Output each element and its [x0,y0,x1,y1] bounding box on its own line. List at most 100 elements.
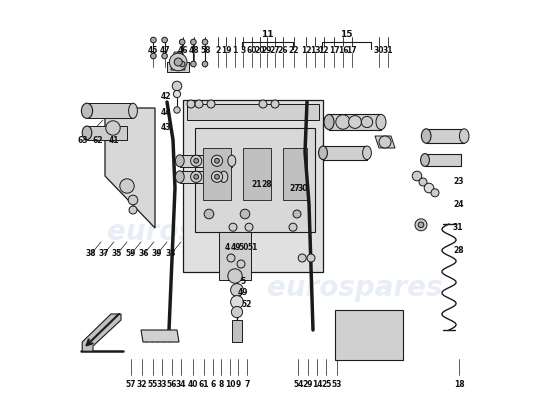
Text: eurospares: eurospares [107,218,283,246]
Text: 43: 43 [161,124,172,132]
Ellipse shape [421,154,430,166]
Circle shape [307,254,315,262]
Text: 27: 27 [270,46,280,55]
Circle shape [424,183,434,193]
Text: 1: 1 [232,46,238,55]
Circle shape [194,174,199,179]
Text: 13: 13 [310,46,320,55]
Circle shape [207,100,215,108]
Text: 56: 56 [167,380,177,389]
Ellipse shape [175,171,184,183]
Bar [87,126,127,140]
Text: 8: 8 [218,380,224,389]
Circle shape [232,306,243,318]
Circle shape [120,179,134,193]
Bar [232,320,242,342]
Text: 19: 19 [221,46,232,55]
Text: 31: 31 [383,46,393,55]
Bar [187,104,319,120]
Text: 34: 34 [176,380,186,389]
Bar [219,232,251,280]
Bar [425,154,461,166]
Circle shape [211,155,223,166]
Circle shape [237,260,245,268]
Ellipse shape [324,114,334,130]
Text: 54: 54 [293,380,304,389]
Text: 27: 27 [289,184,300,193]
Bar [203,148,231,200]
Circle shape [289,223,297,231]
Circle shape [106,121,120,135]
Text: 30: 30 [374,46,384,55]
Circle shape [336,115,350,129]
Text: 62: 62 [92,136,103,145]
Text: 53: 53 [332,380,342,389]
Text: eurospares: eurospares [267,274,443,302]
Bar [87,103,133,118]
Circle shape [191,171,202,182]
Text: 23: 23 [453,178,464,186]
Text: 39: 39 [152,250,162,258]
Circle shape [229,223,237,231]
Ellipse shape [81,103,92,118]
Polygon shape [375,136,395,148]
Bar [180,155,232,167]
Bar [180,171,224,183]
Circle shape [230,284,244,296]
Circle shape [128,195,138,205]
Text: 49: 49 [230,243,241,252]
Ellipse shape [220,171,228,182]
Ellipse shape [459,129,469,143]
Text: 59: 59 [126,250,136,258]
Circle shape [202,39,208,45]
Polygon shape [178,52,185,70]
Circle shape [415,219,427,231]
Circle shape [245,223,253,231]
Bar [195,128,315,232]
Text: 35: 35 [112,250,122,258]
Text: 55: 55 [148,380,158,389]
Text: 38: 38 [86,250,96,258]
Text: 9: 9 [235,380,241,389]
Text: 31: 31 [453,224,464,232]
Bar [283,148,307,200]
Circle shape [151,53,156,59]
Text: 29: 29 [302,380,313,389]
Text: 2: 2 [216,46,221,55]
Text: 26: 26 [278,46,288,55]
Text: 41: 41 [109,136,119,145]
Circle shape [230,296,244,308]
Circle shape [174,107,180,113]
Text: 29: 29 [262,46,272,55]
Circle shape [172,81,182,91]
Text: 57: 57 [126,380,136,389]
Ellipse shape [228,155,236,166]
Text: 28: 28 [453,246,464,255]
Circle shape [191,61,196,67]
Text: 12: 12 [301,46,311,55]
Text: 50: 50 [239,243,249,252]
Text: 12: 12 [318,46,329,55]
Text: 17: 17 [346,46,357,55]
Text: 32: 32 [137,380,147,389]
Text: 14: 14 [312,380,322,389]
Ellipse shape [175,155,184,167]
Circle shape [202,61,208,67]
Text: 30: 30 [298,184,308,193]
Circle shape [214,174,219,179]
Text: 10: 10 [225,380,235,389]
Circle shape [349,116,361,128]
Text: 44: 44 [161,108,172,117]
Text: 5: 5 [240,278,245,286]
Circle shape [187,100,195,108]
Circle shape [418,222,424,228]
Ellipse shape [318,146,327,160]
Text: 61: 61 [199,380,209,389]
Ellipse shape [129,103,138,118]
Text: 15: 15 [340,30,353,39]
Text: 46: 46 [178,46,188,55]
Circle shape [298,254,306,262]
Circle shape [195,100,203,108]
Circle shape [179,39,185,45]
Text: 47: 47 [160,46,170,55]
